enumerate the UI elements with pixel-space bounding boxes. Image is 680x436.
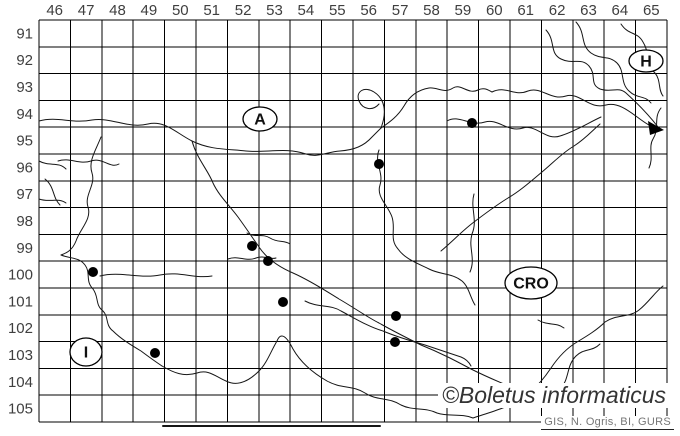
river-line xyxy=(377,149,476,306)
grid-lines xyxy=(38,19,668,423)
y-tick-label: 94 xyxy=(16,106,33,123)
river-line xyxy=(357,88,385,129)
river-line xyxy=(545,29,659,128)
y-tick-label: 102 xyxy=(8,320,33,337)
river-line xyxy=(469,193,475,273)
y-tick-label: 96 xyxy=(16,159,33,176)
occurrence-dot xyxy=(150,348,160,358)
occurrence-dots xyxy=(88,118,477,358)
country-label-cro-oval xyxy=(504,266,558,300)
source-text: GIS, N. Ogris, BI, GURS xyxy=(541,416,674,430)
axis-tick-labels: 46 47 48 49 50 51 52 53 54 55 56 57 58 59 60 61 62 63 64 65… xyxy=(8,2,660,418)
river-line xyxy=(648,107,662,169)
river-line xyxy=(575,21,652,104)
river-line xyxy=(491,89,659,131)
country-label-i-oval xyxy=(69,337,103,367)
x-tick-label: 58 xyxy=(423,2,440,19)
river-line xyxy=(60,136,102,256)
river-line xyxy=(161,335,474,419)
x-tick-label: 55 xyxy=(329,2,346,19)
y-tick-label: 100 xyxy=(8,267,33,284)
x-tick-label: 52 xyxy=(235,2,252,19)
river-line xyxy=(38,118,382,156)
river-line xyxy=(191,140,567,408)
y-tick-label: 101 xyxy=(8,293,33,310)
x-tick-label: 57 xyxy=(392,2,409,19)
credit-text: ©Boletus informaticus xyxy=(437,382,670,409)
y-tick-label: 98 xyxy=(16,213,33,230)
y-tick-label: 104 xyxy=(8,374,33,391)
occurrence-dot xyxy=(88,267,98,277)
y-tick-label: 92 xyxy=(16,52,33,69)
x-tick-label: 46 xyxy=(46,2,63,19)
river-line xyxy=(38,159,120,206)
y-tick-label: 95 xyxy=(16,133,33,150)
y-tick-label: 105 xyxy=(8,401,33,418)
x-tick-label: 59 xyxy=(455,2,472,19)
occurrence-dot xyxy=(247,241,257,251)
river-line xyxy=(440,123,601,252)
river-arrowhead xyxy=(648,121,664,135)
river-line xyxy=(304,300,472,367)
country-label-i: I xyxy=(84,345,88,362)
occurrence-dot xyxy=(390,337,400,347)
x-tick-label: 48 xyxy=(109,2,126,19)
river-line xyxy=(38,160,213,278)
occurrence-dot xyxy=(391,311,401,321)
country-label-cro: CRO xyxy=(513,276,549,293)
x-tick-label: 65 xyxy=(643,2,660,19)
y-tick-label: 99 xyxy=(16,240,33,257)
x-tick-label: 49 xyxy=(141,2,158,19)
x-tick-label: 56 xyxy=(360,2,377,19)
x-tick-label: 50 xyxy=(172,2,189,19)
x-tick-label: 64 xyxy=(612,2,629,19)
x-tick-label: 47 xyxy=(78,2,95,19)
y-tick-label: 97 xyxy=(16,186,33,203)
occurrence-dot xyxy=(467,118,477,128)
y-tick-label: 103 xyxy=(8,347,33,364)
country-label-h-oval xyxy=(628,49,664,73)
x-tick-label: 54 xyxy=(298,2,315,19)
x-tick-label: 60 xyxy=(486,2,503,19)
y-tick-label: 91 xyxy=(16,25,33,42)
occurrence-dot xyxy=(374,159,384,169)
x-tick-label: 51 xyxy=(203,2,220,19)
x-tick-label: 61 xyxy=(517,2,534,19)
river-line xyxy=(60,254,163,367)
x-tick-label: 63 xyxy=(580,2,597,19)
country-label-h: H xyxy=(640,54,652,71)
river-line xyxy=(537,319,601,391)
x-tick-label: 53 xyxy=(266,2,283,19)
y-tick-label: 93 xyxy=(16,79,33,96)
x-tick-label: 62 xyxy=(549,2,566,19)
country-label-a-oval xyxy=(242,106,278,132)
occurrence-dot xyxy=(263,256,273,266)
country-label-a: A xyxy=(254,112,266,129)
country-labels: A H CRO I xyxy=(69,49,664,367)
river-line xyxy=(380,86,493,129)
occurrence-dot xyxy=(278,297,288,307)
